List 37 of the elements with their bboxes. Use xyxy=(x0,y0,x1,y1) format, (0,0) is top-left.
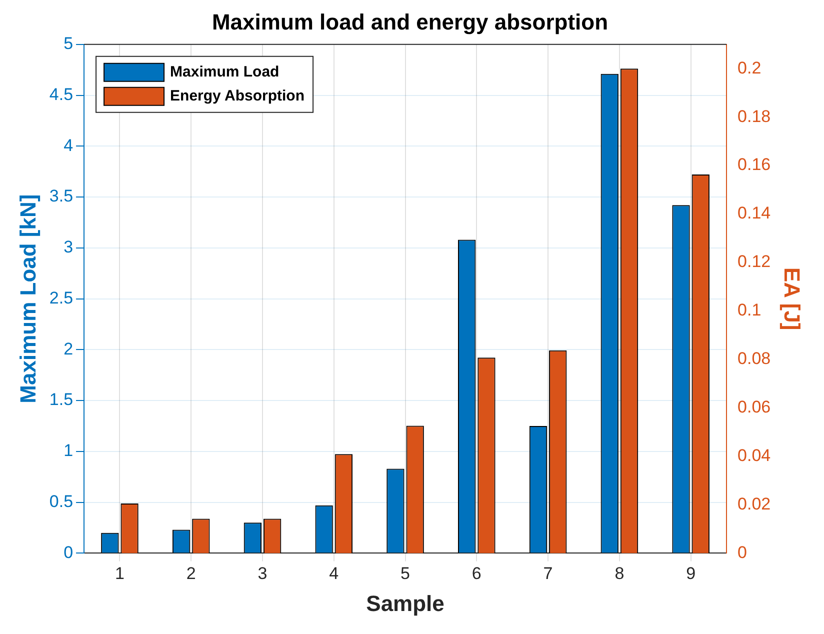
y-axis-title: Maximum Load [kN] xyxy=(15,194,40,404)
y2-tick-label: 0.04 xyxy=(738,446,771,465)
chart-title: Maximum load and energy absorption xyxy=(212,9,608,34)
y-tick-label: 4.5 xyxy=(49,84,74,104)
y-tick-label: 2.5 xyxy=(49,288,74,308)
y-tick-label: 0.5 xyxy=(49,492,74,512)
y-tick-label: 5 xyxy=(64,34,74,54)
x-tick-label: 8 xyxy=(614,564,624,584)
x-tick-label: 3 xyxy=(258,564,268,584)
y2-tick-label: 0.14 xyxy=(738,204,771,223)
y-tick-label: 1.5 xyxy=(49,390,74,410)
y-tick-label: 4 xyxy=(64,136,74,155)
x-tick-label: 5 xyxy=(400,564,410,584)
y-tick-label: 2 xyxy=(64,339,74,358)
legend-label: Energy Absorption xyxy=(170,88,304,105)
x-tick-label: 7 xyxy=(543,564,553,584)
x-tick-label: 6 xyxy=(472,564,482,584)
y2-tick-label: 0.16 xyxy=(738,155,771,174)
y2-tick-label: 0.08 xyxy=(738,349,771,368)
legend-label: Maximum Load xyxy=(170,64,280,81)
x-tick-label: 9 xyxy=(686,564,696,584)
y-tick-label: 3.5 xyxy=(49,186,74,206)
y2-tick-label: 0.02 xyxy=(738,494,771,514)
y-tick-label: 3 xyxy=(64,238,74,257)
y2-tick-label: 0.1 xyxy=(738,300,762,320)
y2-tick-label: 0.18 xyxy=(738,106,771,126)
y-tick-label: 0 xyxy=(64,542,74,562)
x-tick-label: 4 xyxy=(329,564,339,584)
y-tick-label: 1 xyxy=(64,441,74,460)
x-axis-title: Sample xyxy=(366,590,444,616)
x-tick-label: 1 xyxy=(114,564,124,584)
y2-tick-label: 0.12 xyxy=(738,252,771,272)
y2-axis-title: EA [J] xyxy=(780,267,805,330)
y2-tick-label: 0.2 xyxy=(738,58,762,78)
y2-tick-label: 0.06 xyxy=(738,398,771,417)
y2-tick-label: 0 xyxy=(738,542,747,562)
x-tick-label: 2 xyxy=(186,564,196,584)
